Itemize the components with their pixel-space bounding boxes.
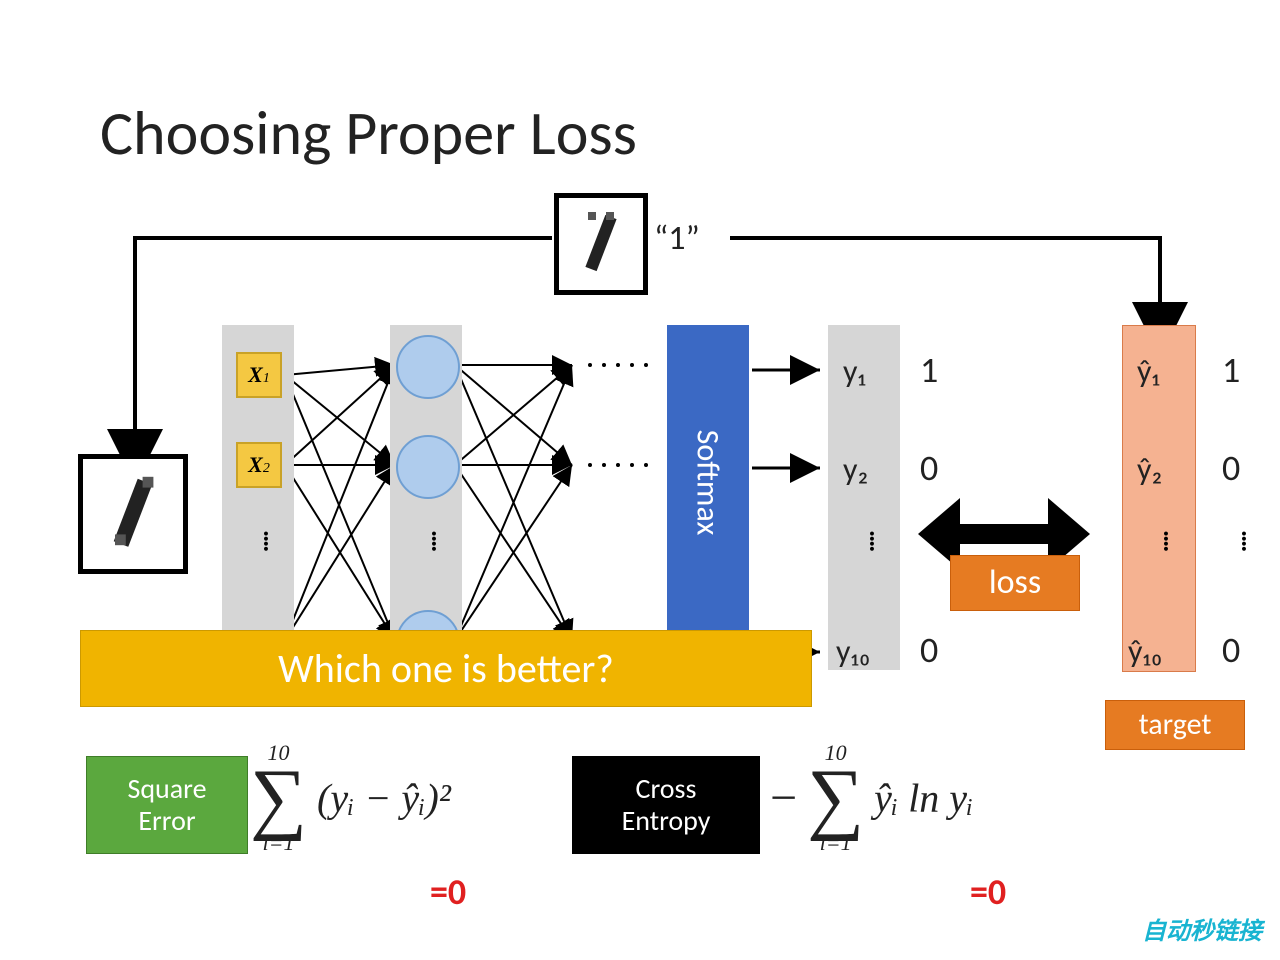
softmax-label: Softmax [689,430,728,536]
ce-eq-zero: =0 [970,870,1006,914]
output-vdots: ···· [856,530,891,550]
y1-label: y₁ [843,352,865,391]
ce-prefix: − [770,772,797,825]
hidden-node-1 [396,335,460,399]
cross-entropy-badge: Cross Entropy [572,756,760,854]
softmax-box: Softmax [667,325,749,640]
y10-label: y₁₀ [836,632,871,671]
t10-label: ŷ₁₀ [1128,632,1163,671]
input-node-x2: X2 [236,442,282,488]
se-line2: Error [138,805,195,837]
sample-digit-left [78,454,188,574]
t2-label: ŷ₂ [1137,450,1162,489]
y2-label: y₂ [843,450,868,489]
t10-value: 0 [1222,628,1240,672]
sample-digit-top [554,193,648,295]
y10-value: 0 [920,628,938,672]
target-badge: target [1105,700,1245,750]
input-vdots: ···· [250,530,285,550]
ce-body: ŷᵢ ln yᵢ [874,776,973,821]
target-val-vdots: ···· [1228,530,1263,550]
se-line1: Square [127,773,206,805]
target-vdots: ···· [1150,530,1185,550]
question-banner: Which one is better? [80,630,812,707]
t2-value: 0 [1222,446,1240,490]
x1-label: X [248,362,263,388]
se-eq-zero: =0 [430,870,466,914]
ce-line1: Cross [636,773,697,805]
ce-line2: Entropy [622,805,711,837]
sample-label: “1” [654,218,700,259]
loss-badge: loss [950,555,1080,611]
t1-label: ŷ₁ [1137,352,1159,391]
y2-value: 0 [920,446,938,490]
input-node-x1: X1 [236,352,282,398]
x2-sub: 2 [263,461,270,477]
watermark: 自动秒链接 [1142,911,1262,946]
se-formula: 10 ∑ i=1 (yᵢ − ŷᵢ)² [250,740,451,856]
ce-formula: − 10 ∑ i=1 ŷᵢ ln yᵢ [770,740,973,856]
x1-sub: 1 [263,371,270,387]
y1-value: 1 [920,348,938,392]
se-body: (yᵢ − ŷᵢ)² [317,776,451,821]
hidden-node-2 [396,435,460,499]
t1-value: 1 [1222,348,1240,392]
x2-label: X [248,452,263,478]
hidden-vdots: ···· [418,530,453,550]
square-error-badge: Square Error [86,756,248,854]
